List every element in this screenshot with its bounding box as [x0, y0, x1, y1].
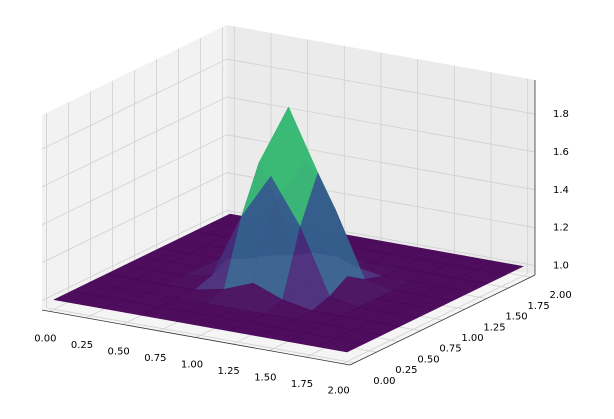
- x-tick-label: 0.50: [108, 346, 130, 357]
- z-tick-label: 1.4: [553, 185, 569, 196]
- grid-line: [41, 210, 228, 301]
- z-tick-label: 1.0: [553, 261, 569, 272]
- y-tick-label: 0.75: [439, 344, 461, 355]
- grid-line: [226, 96, 536, 153]
- axis-line: [41, 309, 351, 366]
- x-tick-label: 1.25: [218, 366, 240, 377]
- grid-line: [41, 134, 228, 226]
- x-tick-label: 1.00: [181, 360, 203, 371]
- grid-line: [41, 58, 228, 150]
- x-tick-label: 1.50: [254, 373, 276, 384]
- x-tick-label: 0.00: [34, 333, 56, 344]
- z-tick-label: 1.8: [553, 109, 569, 120]
- y-tick-label: 1.00: [461, 333, 483, 344]
- surface-patch: [317, 338, 366, 353]
- x-tick-label: 0.75: [144, 353, 166, 364]
- y-tick-label: 0.50: [417, 354, 439, 365]
- x-tick-label: 0.25: [71, 340, 93, 351]
- y-tick-label: 1.50: [505, 312, 527, 323]
- y-tick-label: 1.25: [483, 322, 505, 333]
- y-tick-label: 1.75: [527, 301, 549, 312]
- x-tick-label: 2.00: [328, 386, 350, 397]
- z-tick-label: 1.2: [553, 223, 569, 234]
- grid-line: [41, 172, 228, 264]
- y-tick-label: 0.00: [373, 376, 395, 387]
- y-tick-label: 2.00: [549, 290, 571, 301]
- x-tick-label: 1.75: [291, 379, 313, 390]
- grid-line: [41, 96, 228, 188]
- y-tick-label: 0.25: [395, 365, 417, 376]
- grid-line: [46, 307, 355, 364]
- z-tick-label: 1.6: [553, 147, 569, 158]
- axis-line: [349, 274, 536, 366]
- grid-line: [226, 58, 536, 115]
